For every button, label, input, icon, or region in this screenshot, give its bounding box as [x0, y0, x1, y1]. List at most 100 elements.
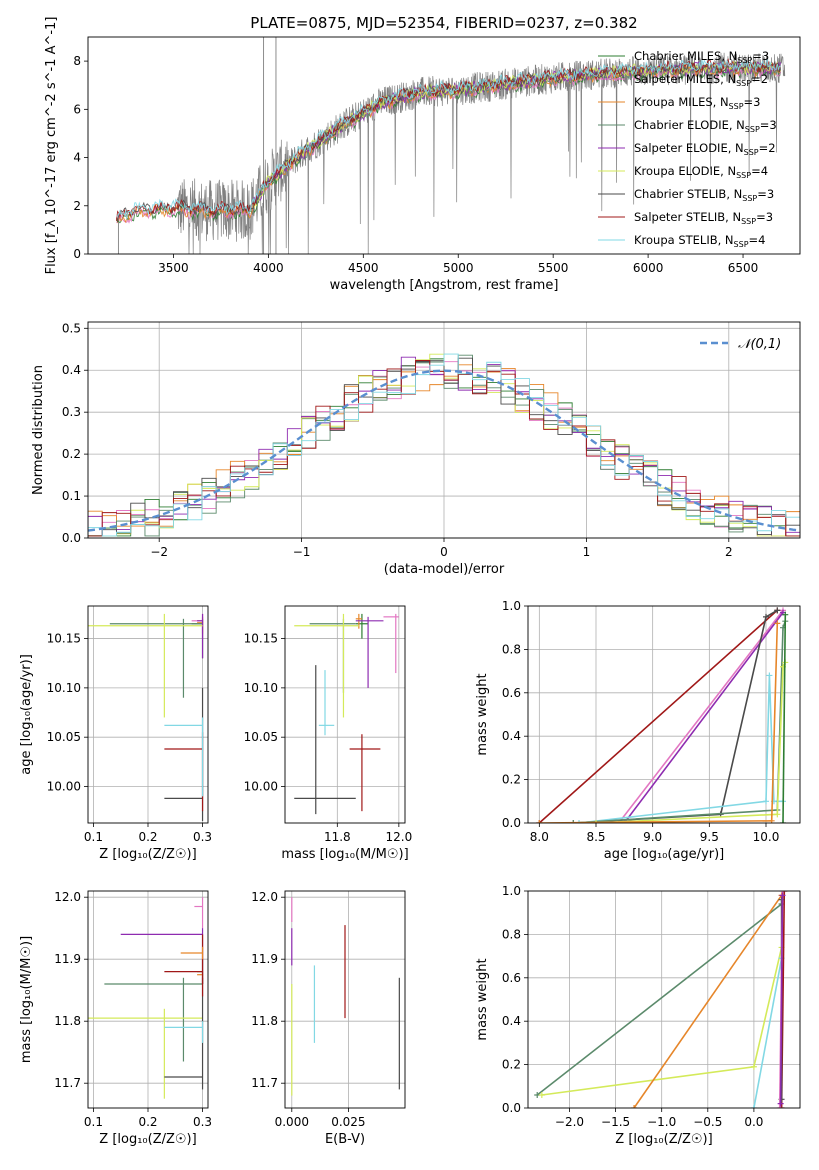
mass_vs_Z-ylabel: mass [log₁₀(M/M☉)] [19, 936, 34, 1063]
mass-weight-line [782, 614, 787, 823]
residuals-frame [87, 321, 801, 539]
mass_vs_Z-ytick-label: 11.7 [54, 1076, 81, 1090]
legend-entry: Salpeter STELIB, NSSP=3 [634, 210, 773, 226]
mass_vs_ebv-frame [284, 890, 406, 1109]
mass-weight-marker [763, 798, 769, 805]
age_vs_Z-ylabel: age [log₁₀(age/yr)] [19, 654, 34, 775]
age_vs_Z-ytick-label: 10.15 [47, 632, 81, 646]
age_vs_mass-ytick-label: 10.15 [244, 632, 278, 646]
residuals-ytick-label: 0.3 [62, 405, 81, 419]
spectrum-plot-area [116, 37, 786, 254]
mass_weight_vs_Z-ytick-label: 0.2 [502, 1058, 521, 1072]
legend-entry: Salpeter MILES, NSSP=2 [634, 72, 768, 88]
legend-sub: SSP [744, 148, 759, 157]
mass-weight-line [618, 609, 784, 823]
age_vs_Z-ytick-label: 10.00 [47, 780, 81, 794]
legend-sub: SSP [742, 194, 757, 203]
age_vs_mass-xlabel: mass [log₁₀(M/M☉)] [281, 847, 408, 862]
legend-tail: =2 [751, 72, 768, 86]
legend-sub: SSP [729, 102, 744, 111]
legend-sub: SSP [736, 79, 751, 88]
mass-weight-marker [576, 820, 582, 823]
mass-weight-marker [774, 620, 781, 627]
mass-weight-marker [593, 820, 599, 823]
residuals-xtick-label: −1 [293, 545, 311, 559]
legend-label: Kroupa MILES, N [634, 95, 729, 109]
mass-weight-line [779, 895, 784, 1104]
legend-tail: =3 [757, 187, 774, 201]
residuals-xtick-label: 1 [583, 545, 591, 559]
mass_weight_vs_age-ytick-label: 0.4 [502, 729, 521, 743]
legend-label: Chabrier MILES, N [634, 49, 737, 63]
age_vs_Z-plot-area [88, 613, 204, 822]
spectrum-xtick-label: 4000 [253, 261, 284, 275]
mass-weight-marker [776, 1105, 783, 1108]
mass_vs_Z-panel: 0.1 0.2 0.3 11.7 11.8 11.9 12.0 Z [log₁₀(Z/Z☉)]… [19, 890, 212, 1147]
residuals-xlabel: (data-model)/error [384, 562, 505, 577]
legend-entry: Kroupa STELIB, NSSP=4 [634, 233, 765, 249]
spectrum-ytick-label: 8 [73, 54, 81, 68]
age_vs_mass-ytick-label: 10.05 [244, 730, 278, 744]
mass-weight-line [538, 609, 778, 823]
mass-weight-marker [781, 891, 788, 894]
gaussian-curve [88, 369, 800, 532]
age_vs_Z-grid [88, 606, 208, 823]
mass-weight-line [578, 675, 783, 823]
legend-entry: Chabrier STELIB, NSSP=3 [634, 187, 774, 203]
spectrum-ytick-label: 6 [73, 102, 81, 116]
residuals-panel: −2 −1 0 1 2 0.0 0.1 0.2 0.3 0.4 0.5 (data-model)/er… [31, 321, 801, 577]
mass_weight_vs_age-xtick-label: 10.0 [753, 830, 780, 844]
legend-sub: SSP [745, 125, 760, 134]
age_vs_mass-plot-area [294, 613, 399, 815]
legend-tail: =3 [756, 210, 773, 224]
age_vs_mass-ytick-label: 10.00 [244, 780, 278, 794]
mass-weight-marker [750, 1105, 757, 1108]
residuals-ytick-label: 0.5 [62, 321, 81, 335]
mass_vs_ebv-ytick-label: 11.7 [251, 1076, 278, 1090]
mass-weight-marker [774, 811, 781, 818]
mass_vs_Z-frame [87, 890, 209, 1109]
mass_weight_vs_age-ytick-label: 0.0 [502, 816, 521, 830]
age_vs_mass-grid [285, 606, 405, 823]
age_vs_Z-ytick-label: 10.05 [47, 730, 81, 744]
mass_vs_Z-plot-area [88, 897, 204, 1099]
legend-entry: Kroupa ELODIE, NSSP=4 [634, 164, 768, 180]
age_vs_Z-xtick-label: 0.2 [138, 830, 157, 844]
legend-sub: SSP [734, 240, 749, 249]
mass_vs_ebv-plot-area [291, 897, 400, 1096]
mass_vs_ebv-xtick-label: 0.000 [275, 1115, 309, 1129]
age_vs_Z-frame [87, 605, 209, 824]
mass_weight_vs_age-panel: 8.0 8.5 9.0 9.5 10.0 0.0 0.2 0.4 0.6 0.8 1.0 age [l… [475, 599, 801, 862]
mass_weight_vs_Z-frame [527, 890, 801, 1109]
residuals-ylabel: Normed distribution [31, 365, 46, 495]
mass-weight-marker [763, 613, 769, 620]
mass_weight_vs_age-ytick-label: 0.6 [502, 686, 521, 700]
spectrum-panel: 3500 4000 4500 5000 5500 6000 6500 0 2 4 6 8 wavelen… [44, 14, 801, 293]
mass_weight_vs_Z-xtick-label: −1.0 [647, 1115, 676, 1129]
mass_weight_vs_age-ytick-label: 1.0 [502, 599, 521, 613]
mass_vs_ebv-xlabel: E(B-V) [325, 1132, 365, 1147]
mass-weight-marker [750, 1063, 757, 1070]
mass-weight-marker [766, 672, 773, 679]
mass-weight-marker [774, 607, 781, 614]
spectrum-xtick-label: 6500 [728, 261, 759, 275]
legend-tail: =2 [759, 141, 776, 155]
mass_vs_ebv-ytick-label: 11.9 [251, 952, 278, 966]
spectrum-ytick-label: 0 [73, 247, 81, 261]
spectrum-xtick-label: 4500 [348, 261, 379, 275]
mass-weight-line [633, 894, 783, 1108]
mass-weight-marker [570, 820, 577, 823]
mass-weight-marker [538, 1091, 545, 1098]
mass_vs_ebv-ytick-label: 12.0 [251, 890, 278, 904]
mass-weight-marker [778, 896, 785, 903]
spectrum-ytick-label: 4 [73, 151, 81, 165]
mass_vs_Z-xtick-label: 0.1 [84, 1115, 103, 1129]
legend-tail: =3 [752, 49, 769, 63]
mass_weight_vs_age-xtick-label: 9.5 [700, 830, 719, 844]
residual-histogram [88, 353, 800, 538]
mass_weight_vs_age-xlabel: age [log₁₀(age/yr)] [604, 847, 725, 862]
legend-label: Kroupa STELIB, N [634, 233, 734, 247]
spectrum-xtick-label: 5000 [443, 261, 474, 275]
mass_weight_vs_age-ytick-label: 0.2 [502, 773, 521, 787]
